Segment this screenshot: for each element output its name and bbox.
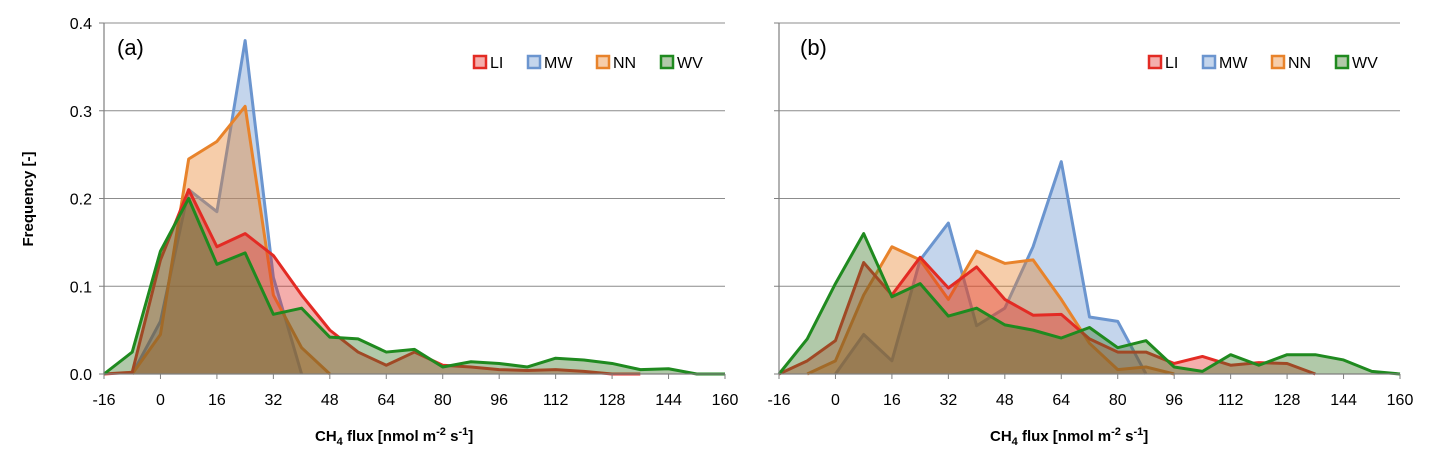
legend-label-nn: NN — [613, 55, 636, 72]
x-tick-label: 16 — [883, 392, 901, 409]
panel-b: -16 0 16 32 48 64 80 96 112 128 144 160 (b) LI MW NN W… — [767, 22, 1413, 448]
legend-swatch-mw — [1201, 54, 1217, 70]
legend-label-nn: NN — [1288, 55, 1311, 72]
legend-swatch-li — [472, 54, 488, 70]
x-tick-label: 112 — [1218, 392, 1244, 409]
area-fill-wv — [779, 233, 1400, 374]
x-tick-label: 96 — [490, 392, 508, 409]
legend-swatch-nn — [1270, 54, 1286, 70]
panel-a-grid — [104, 22, 725, 287]
series-line-mw — [130, 39, 304, 375]
x-tick-label: -16 — [92, 392, 115, 409]
legend-swatch-li — [1147, 54, 1163, 70]
panel-a: -16 0 16 32 48 64 80 96 112 128 144 160 0.00.10.20.… — [20, 16, 738, 448]
legend-label-li: LI — [490, 55, 503, 72]
x-tick-label: 32 — [264, 392, 282, 409]
x-tick-label: 128 — [599, 392, 626, 409]
y-tick-label: 0.2 — [70, 192, 92, 209]
panel-b-x-axis-label: CH4 flux [nmol m-2 s-1] — [990, 426, 1148, 448]
legend-swatch-wv — [659, 54, 675, 70]
y-axis-label: Frequency [-] — [20, 151, 37, 246]
panel-b-x-ticks: -16 0 16 32 48 64 80 96 112 128 144 160 — [767, 374, 1413, 409]
x-tick-label: 64 — [377, 392, 395, 409]
x-tick-label: 80 — [434, 392, 452, 409]
x-tick-label: 0 — [156, 392, 165, 409]
panel-b-grid — [779, 22, 1400, 287]
x-tick-label: 0 — [831, 392, 840, 409]
legend-label-wv: WV — [1352, 55, 1378, 72]
panel-b-y-ticks — [774, 22, 779, 375]
y-tick-label: 0.1 — [70, 279, 92, 296]
panel-a-y-ticks: 0.0 0.1 0.2 0.3 0.4 — [70, 16, 104, 384]
legend-swatch-mw — [526, 54, 542, 70]
series-line-nn — [806, 245, 1175, 376]
x-tick-label: 112 — [543, 392, 569, 409]
x-tick-label: -16 — [767, 392, 790, 409]
y-tick-label: 0.0 — [70, 367, 92, 384]
panel-a-label: (a) — [117, 35, 144, 60]
panel-b-legend: LI MW NN WV — [1147, 54, 1378, 72]
legend-swatch-nn — [595, 54, 611, 70]
x-tick-label: 48 — [996, 392, 1014, 409]
series-line-li — [778, 255, 1316, 376]
panel-a-legend: LI MW NN WV — [472, 54, 703, 72]
area-fill-nn — [807, 246, 1175, 374]
area-fill-mw — [132, 40, 302, 375]
panel-a-x-ticks: -16 0 16 32 48 64 80 96 112 128 144 160 — [92, 374, 738, 409]
x-tick-label: 144 — [1330, 392, 1357, 409]
x-tick-label: 160 — [1387, 392, 1414, 409]
legend-swatch-wv — [1334, 54, 1350, 70]
x-tick-label: 96 — [1165, 392, 1183, 409]
x-tick-label: 128 — [1274, 392, 1301, 409]
x-tick-label: 16 — [208, 392, 226, 409]
legend-label-mw: MW — [1219, 55, 1248, 72]
panel-a-areas — [103, 39, 725, 376]
y-tick-label: 0.4 — [70, 16, 92, 33]
series-line-li — [103, 188, 641, 376]
area-fill-wv — [104, 198, 725, 374]
x-tick-label: 64 — [1052, 392, 1070, 409]
x-tick-label: 160 — [712, 392, 739, 409]
legend-label-li: LI — [1165, 55, 1178, 72]
y-tick-label: 0.3 — [70, 104, 92, 121]
x-tick-label: 48 — [321, 392, 339, 409]
series-line-nn — [131, 104, 331, 376]
legend-label-mw: MW — [544, 55, 573, 72]
x-tick-label: 80 — [1109, 392, 1127, 409]
panel-b-areas — [777, 160, 1401, 376]
legend-label-wv: WV — [677, 55, 703, 72]
series-line-wv — [777, 232, 1401, 376]
series-line-wv — [103, 197, 725, 376]
panel-a-x-axis-label: CH4 flux [nmol m-2 s-1] — [315, 426, 473, 448]
area-fill-li — [104, 189, 641, 374]
panel-b-label: (b) — [800, 35, 827, 60]
x-tick-label: 144 — [655, 392, 682, 409]
x-tick-label: 32 — [939, 392, 957, 409]
